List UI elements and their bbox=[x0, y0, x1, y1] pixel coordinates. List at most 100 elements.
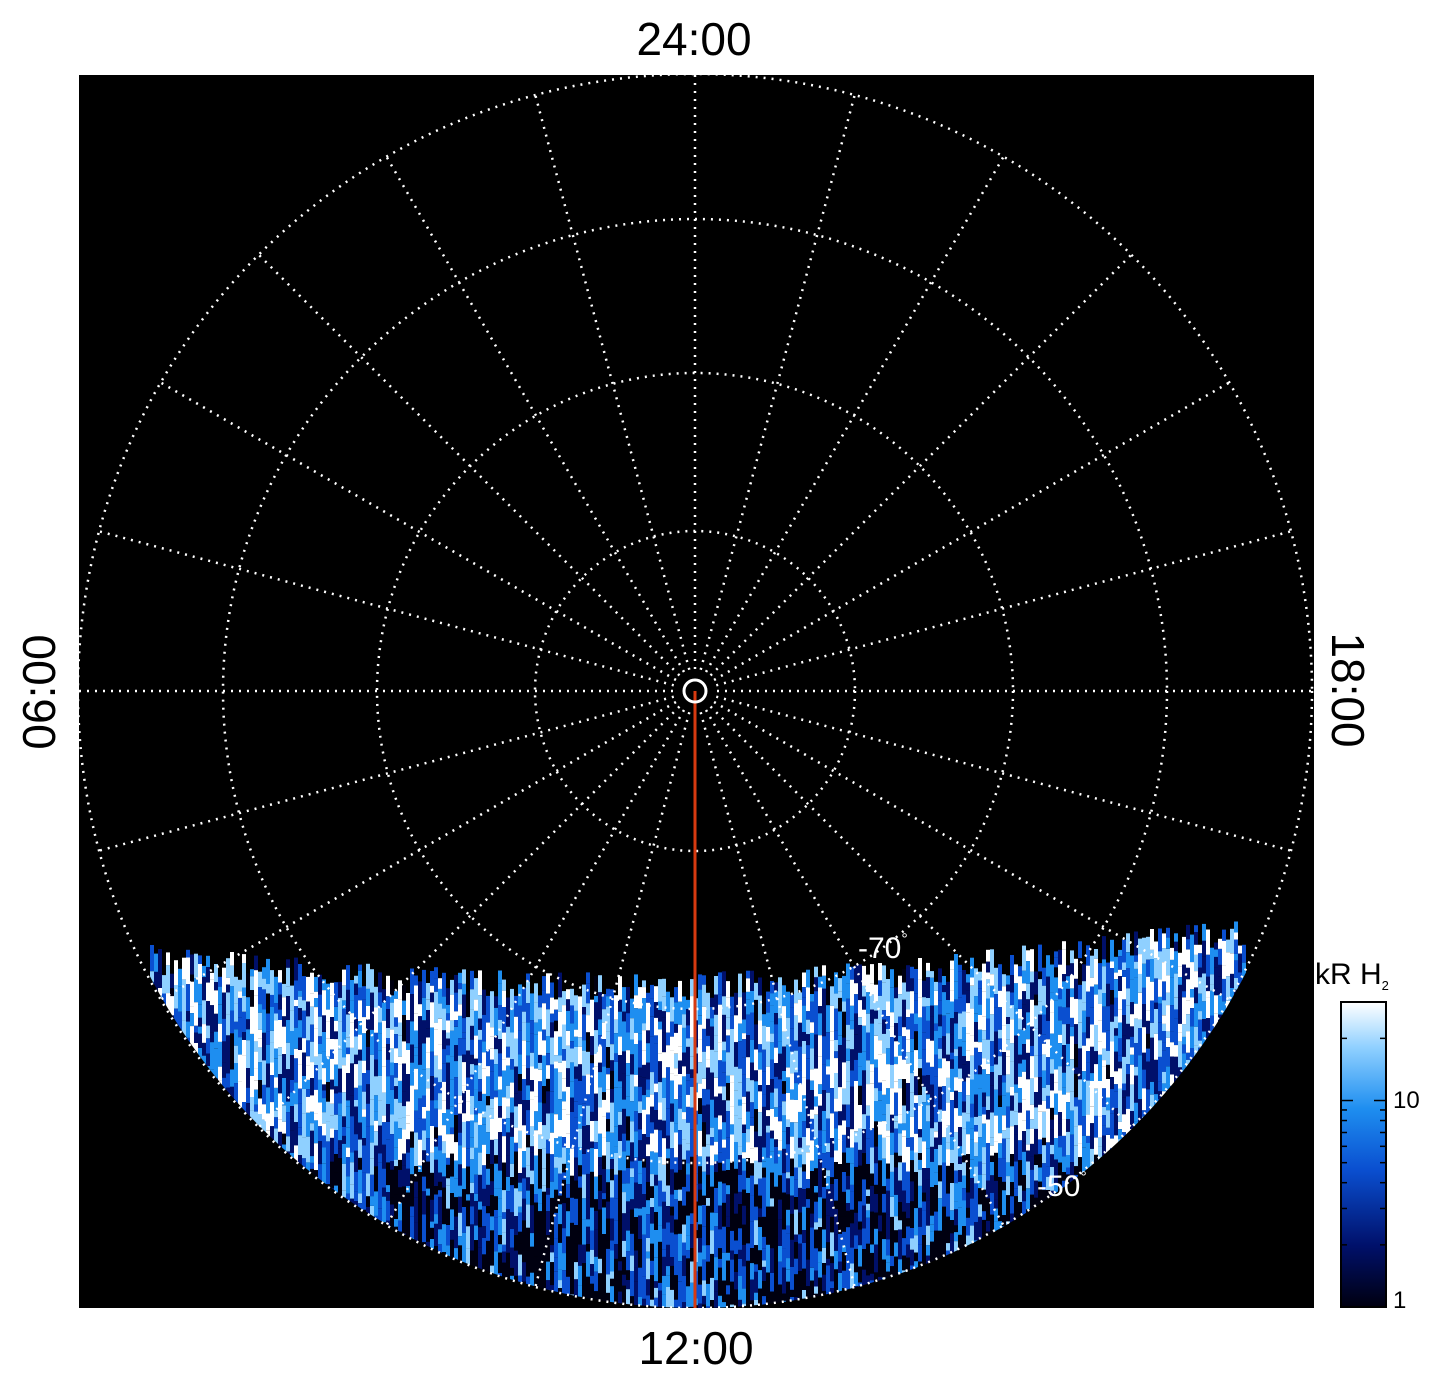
emission-pixel bbox=[986, 1110, 990, 1120]
emission-pixel bbox=[782, 1081, 786, 1094]
emission-pixel bbox=[990, 1162, 994, 1176]
emission-pixel bbox=[874, 1146, 878, 1164]
emission-pixel bbox=[558, 1120, 562, 1137]
emission-pixel bbox=[870, 1128, 874, 1148]
emission-pixel bbox=[574, 1010, 578, 1030]
emission-pixel bbox=[698, 974, 702, 990]
emission-pixel bbox=[1118, 969, 1122, 977]
emission-pixel bbox=[426, 1052, 430, 1069]
emission-pixel bbox=[170, 973, 174, 981]
emission-pixel bbox=[1018, 1202, 1022, 1222]
emission-pixel bbox=[790, 1099, 794, 1123]
emission-pixel bbox=[1054, 1052, 1058, 1070]
emission-pixel bbox=[758, 1091, 762, 1113]
emission-pixel bbox=[638, 1129, 642, 1141]
emission-pixel bbox=[770, 1273, 774, 1292]
emission-pixel bbox=[878, 963, 882, 981]
emission-pixel bbox=[1018, 966, 1022, 977]
emission-pixel bbox=[986, 1018, 990, 1040]
emission-pixel bbox=[526, 1110, 530, 1136]
emission-pixel bbox=[514, 1250, 518, 1276]
emission-pixel bbox=[450, 1106, 454, 1128]
emission-pixel bbox=[222, 1041, 226, 1063]
emission-pixel bbox=[702, 975, 706, 985]
emission-pixel bbox=[850, 1049, 854, 1071]
emission-pixel bbox=[778, 1175, 782, 1200]
emission-pixel bbox=[394, 998, 398, 1018]
emission-pixel bbox=[558, 1157, 562, 1174]
emission-pixel bbox=[746, 1014, 750, 1036]
emission-pixel bbox=[818, 1218, 822, 1228]
emission-pixel bbox=[1002, 986, 1006, 1006]
emission-pixel bbox=[662, 1077, 666, 1098]
emission-pixel bbox=[394, 1194, 398, 1204]
emission-pixel bbox=[214, 964, 218, 983]
emission-pixel bbox=[902, 1027, 906, 1037]
emission-pixel bbox=[1010, 1095, 1014, 1111]
emission-pixel bbox=[758, 1069, 762, 1086]
emission-pixel bbox=[498, 983, 502, 1005]
emission-pixel bbox=[302, 976, 306, 1001]
emission-pixel bbox=[298, 964, 302, 991]
emission-pixel bbox=[510, 1112, 514, 1137]
emission-pixel bbox=[350, 1000, 354, 1014]
emission-pixel bbox=[394, 1166, 398, 1195]
emission-pixel bbox=[718, 1267, 722, 1288]
emission-pixel bbox=[962, 1011, 966, 1027]
emission-pixel bbox=[626, 1183, 630, 1202]
emission-pixel bbox=[950, 1001, 954, 1019]
emission-pixel bbox=[650, 1122, 654, 1134]
emission-pixel bbox=[898, 1123, 902, 1134]
emission-pixel bbox=[770, 993, 774, 1006]
emission-pixel bbox=[814, 1286, 818, 1294]
emission-pixel bbox=[690, 1077, 694, 1087]
emission-pixel bbox=[726, 1170, 730, 1186]
emission-pixel bbox=[894, 1041, 898, 1057]
emission-pixel bbox=[850, 1247, 854, 1264]
emission-pixel bbox=[330, 1137, 334, 1162]
emission-pixel bbox=[978, 971, 982, 981]
emission-pixel bbox=[902, 1238, 906, 1256]
emission-pixel bbox=[630, 1018, 634, 1040]
emission-pixel bbox=[1014, 1161, 1018, 1189]
emission-pixel bbox=[946, 1033, 950, 1055]
emission-pixel bbox=[366, 1046, 370, 1071]
emission-pixel bbox=[530, 1184, 534, 1206]
emission-pixel bbox=[1030, 1056, 1034, 1079]
emission-pixel bbox=[974, 1305, 978, 1308]
emission-pixel bbox=[966, 1050, 970, 1062]
emission-pixel bbox=[590, 999, 594, 1026]
emission-pixel bbox=[286, 1069, 290, 1091]
emission-pixel bbox=[258, 1047, 262, 1063]
emission-pixel bbox=[534, 1022, 538, 1035]
emission-pixel bbox=[470, 1193, 474, 1207]
emission-pixel bbox=[770, 1214, 774, 1229]
emission-pixel bbox=[418, 981, 422, 1005]
emission-pixel bbox=[794, 1050, 798, 1073]
emission-pixel bbox=[806, 1224, 810, 1252]
emission-pixel bbox=[406, 1115, 410, 1124]
emission-pixel bbox=[1042, 1145, 1046, 1164]
emission-pixel bbox=[410, 1182, 414, 1207]
emission-pixel bbox=[826, 1152, 830, 1171]
emission-pixel bbox=[286, 1101, 290, 1113]
emission-pixel bbox=[678, 1024, 682, 1047]
emission-pixel bbox=[958, 1078, 962, 1093]
emission-pixel bbox=[366, 963, 370, 989]
emission-pixel bbox=[798, 1111, 802, 1138]
emission-pixel bbox=[758, 1178, 762, 1196]
emission-pixel bbox=[582, 1263, 586, 1278]
emission-pixel bbox=[838, 1060, 842, 1088]
emission-pixel bbox=[778, 1106, 782, 1122]
emission-pixel bbox=[950, 1018, 954, 1035]
emission-pixel bbox=[718, 1115, 722, 1130]
emission-pixel bbox=[866, 1243, 870, 1252]
emission-pixel bbox=[586, 1105, 590, 1126]
emission-pixel bbox=[1002, 1190, 1006, 1216]
emission-pixel bbox=[530, 1233, 534, 1247]
emission-pixel bbox=[618, 1111, 622, 1125]
emission-pixel bbox=[206, 1038, 210, 1054]
emission-pixel bbox=[1018, 1018, 1022, 1030]
emission-pixel bbox=[758, 1149, 762, 1163]
emission-pixel bbox=[798, 1154, 802, 1168]
